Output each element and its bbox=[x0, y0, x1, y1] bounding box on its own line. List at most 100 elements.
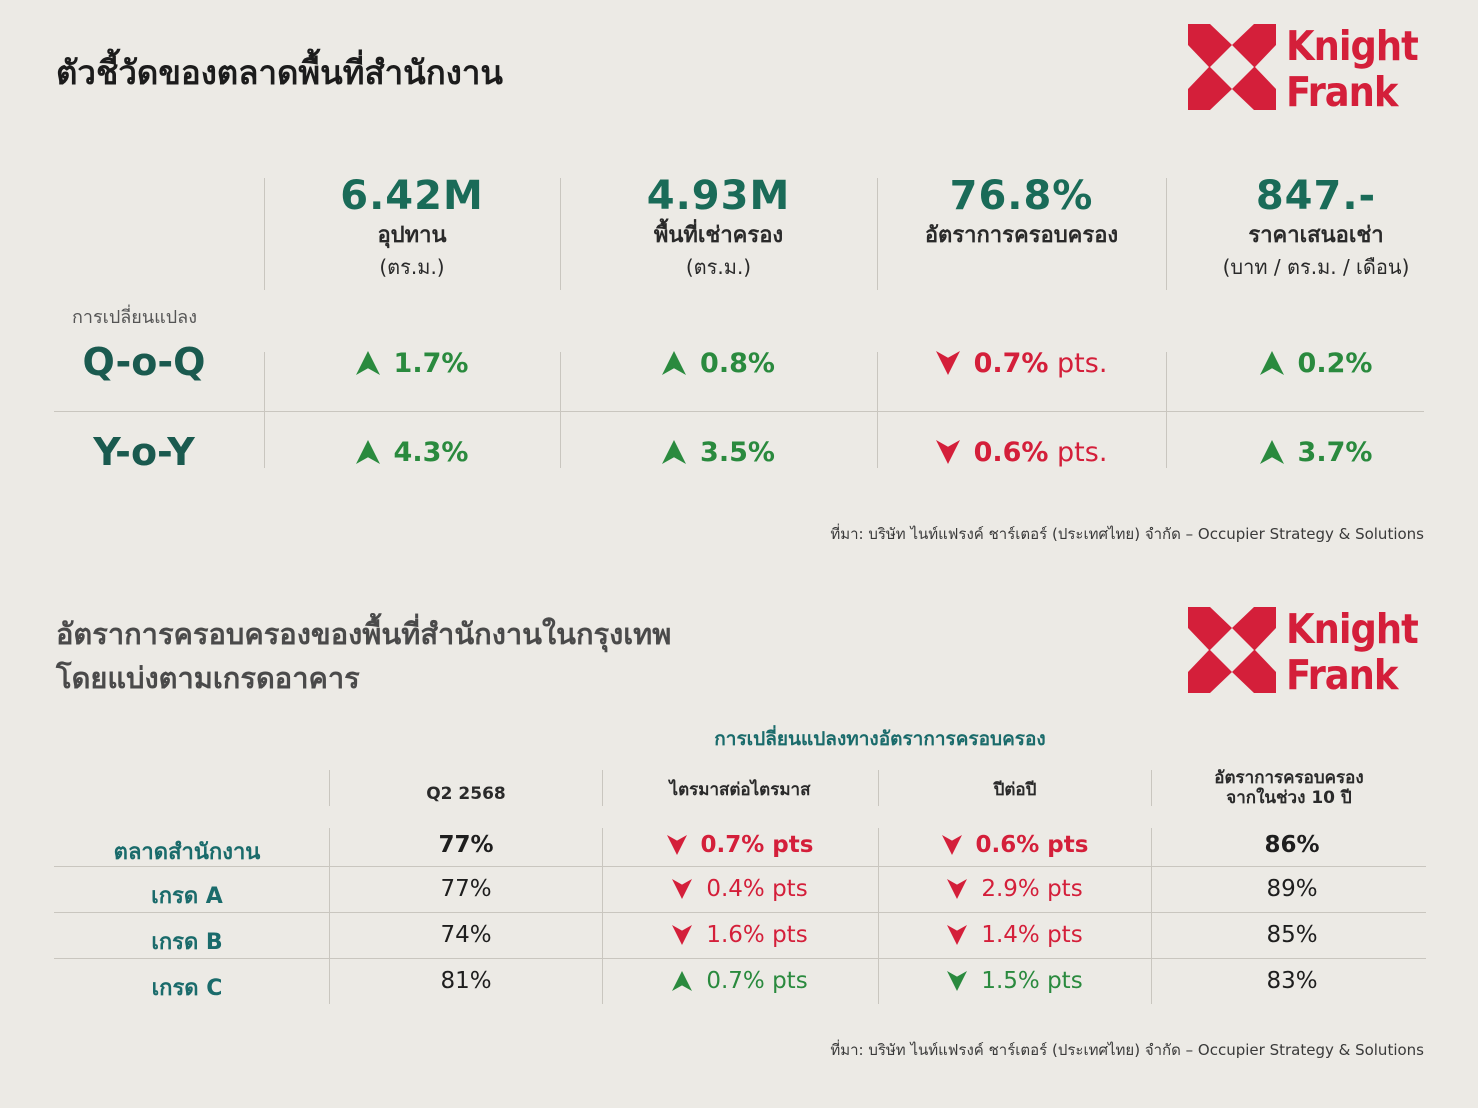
change-label: การเปลี่ยนแปลง bbox=[72, 307, 197, 328]
qoq-change-cell: 0.7% pts bbox=[602, 968, 878, 994]
change-cell: 0.6% pts. bbox=[877, 437, 1166, 468]
ten-year-value: 86% bbox=[1264, 832, 1320, 858]
section2-title-line1: อัตราการครอบครองของพื้นที่สำนักงานในกรุง… bbox=[56, 617, 672, 651]
arrow-down-icon bbox=[947, 971, 968, 991]
qoq-change-cell: 0.7% pts bbox=[602, 832, 878, 858]
change-cell: 3.7% bbox=[1166, 437, 1466, 468]
kpi-value: 4.93M bbox=[646, 173, 791, 219]
grade-label: เกรด A bbox=[151, 884, 223, 909]
divider bbox=[560, 178, 561, 290]
kpi-occupancy-rate: 76.8% อัตราการครอบครอง bbox=[877, 174, 1166, 252]
knight-frank-logo: Knight Frank bbox=[1188, 607, 1428, 697]
divider bbox=[1151, 828, 1152, 1004]
arrow-up-icon bbox=[1259, 440, 1284, 464]
grade-label: เกรด C bbox=[151, 976, 223, 1001]
header-yoy: ปีต่อปี bbox=[993, 780, 1037, 800]
ten-year-value: 85% bbox=[1266, 922, 1318, 948]
kpi-label: พื้นที่เช่าครอง bbox=[653, 223, 784, 248]
change-cell: 1.7% bbox=[264, 348, 560, 379]
arrow-down-icon bbox=[947, 879, 968, 899]
divider bbox=[1151, 770, 1152, 806]
change-value: 0.8% bbox=[700, 348, 775, 379]
kpi-label: อัตราการครอบครอง bbox=[924, 223, 1119, 248]
change-value: 3.5% bbox=[700, 437, 775, 468]
table-subheader: การเปลี่ยนแปลงทางอัตราการครอบครอง bbox=[714, 728, 1046, 750]
logo-text-knight: Knight bbox=[1286, 22, 1419, 70]
divider bbox=[602, 770, 603, 806]
row-label-qoq: Q-o-Q bbox=[82, 340, 206, 384]
arrow-down-icon bbox=[935, 440, 960, 464]
change-value: 1.5% pts bbox=[981, 968, 1083, 994]
change-cell: 4.3% bbox=[264, 437, 560, 468]
header-q: Q2 2568 bbox=[426, 784, 506, 804]
change-value: 0.6% pts bbox=[975, 832, 1089, 858]
kpi-unit: (ตร.ม.) bbox=[685, 255, 752, 279]
row-divider bbox=[54, 866, 1426, 867]
yoy-change-cell: 1.5% pts bbox=[878, 968, 1152, 994]
qoq-change-cell: 1.6% pts bbox=[602, 922, 878, 948]
divider bbox=[1166, 352, 1167, 468]
ten-year-value: 83% bbox=[1266, 968, 1318, 994]
change-value: 0.7% pts bbox=[706, 968, 808, 994]
row-label-yoy: Y-o-Y bbox=[93, 430, 195, 474]
change-value: 3.7% bbox=[1297, 437, 1373, 468]
change-value: 1.4% pts bbox=[981, 922, 1083, 948]
change-suffix: pts. bbox=[1048, 348, 1108, 379]
kpi-value: 6.42M bbox=[340, 173, 484, 219]
change-cell: 3.5% bbox=[560, 437, 877, 468]
yoy-change-cell: 2.9% pts bbox=[878, 876, 1152, 902]
change-value: 0.7% pts bbox=[700, 832, 814, 858]
change-cell: 0.7% pts. bbox=[877, 348, 1166, 379]
header-ten-year: อัตราการครอบครอง จากในช่วง 10 ปี bbox=[1152, 768, 1426, 808]
change-suffix: pts. bbox=[1048, 437, 1108, 468]
knight-frank-logo: Knight Frank bbox=[1188, 24, 1428, 114]
occupancy-value: 77% bbox=[438, 832, 494, 858]
row-divider bbox=[54, 912, 1426, 913]
logo-text-frank: Frank bbox=[1286, 651, 1398, 699]
section2-title-line2: โดยแบ่งตามเกรดอาคาร bbox=[56, 661, 360, 695]
section1-title: ตัวชี้วัดของตลาดพื้นที่สำนักงาน bbox=[56, 53, 503, 92]
kpi-value: 847.- bbox=[1255, 173, 1377, 219]
change-value: 1.6% pts bbox=[706, 922, 808, 948]
logo-text-frank: Frank bbox=[1286, 68, 1398, 116]
divider bbox=[877, 178, 878, 290]
occupancy-value: 77% bbox=[440, 876, 492, 902]
header-qoq: ไตรมาสต่อไตรมาส bbox=[669, 780, 811, 800]
qoq-change-cell: 0.4% pts bbox=[602, 876, 878, 902]
arrow-down-icon bbox=[941, 835, 962, 855]
change-value: 0.2% bbox=[1297, 348, 1373, 379]
kpi-unit: (บาท / ตร.ม. / เดือน) bbox=[1222, 255, 1410, 279]
arrow-up-icon bbox=[1259, 351, 1284, 375]
divider bbox=[264, 352, 265, 468]
divider bbox=[560, 352, 561, 468]
occupancy-value: 81% bbox=[440, 968, 492, 994]
kpi-occupied-space: 4.93M พื้นที่เช่าครอง (ตร.ม.) bbox=[560, 174, 877, 282]
arrow-down-icon bbox=[666, 835, 687, 855]
arrow-down-icon bbox=[672, 925, 693, 945]
kpi-supply: 6.42M อุปทาน (ตร.ม.) bbox=[264, 174, 560, 282]
yoy-change-cell: 1.4% pts bbox=[878, 922, 1152, 948]
arrow-up-icon bbox=[662, 440, 687, 464]
kpi-value: 76.8% bbox=[949, 173, 1094, 219]
divider bbox=[602, 828, 603, 1004]
yoy-change-cell: 0.6% pts bbox=[878, 832, 1152, 858]
divider bbox=[329, 828, 330, 1004]
header-ten-line1: อัตราการครอบครอง bbox=[1214, 768, 1364, 788]
kpi-unit: (ตร.ม.) bbox=[379, 255, 445, 279]
arrow-up-icon bbox=[672, 971, 693, 991]
change-value: 0.4% pts bbox=[706, 876, 808, 902]
divider bbox=[329, 770, 330, 806]
arrow-down-icon bbox=[935, 351, 960, 375]
row-divider bbox=[54, 411, 1424, 412]
occupancy-value: 74% bbox=[440, 922, 492, 948]
divider bbox=[1166, 178, 1167, 290]
change-cell: 0.8% bbox=[560, 348, 877, 379]
knight-frank-mark-icon bbox=[1188, 24, 1276, 110]
arrow-up-icon bbox=[662, 351, 687, 375]
change-value: 1.7% bbox=[393, 348, 469, 379]
divider bbox=[264, 178, 265, 290]
grade-label: เกรด B bbox=[151, 930, 223, 955]
grade-label: ตลาดสำนักงาน bbox=[113, 840, 261, 865]
change-value: 0.6% bbox=[973, 437, 1049, 468]
ten-year-value: 89% bbox=[1266, 876, 1318, 902]
